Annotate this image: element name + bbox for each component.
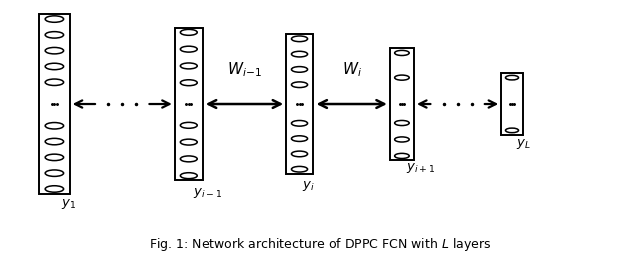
Circle shape <box>180 173 197 179</box>
Circle shape <box>45 16 63 22</box>
Text: $W_{i\!-\!1}$: $W_{i\!-\!1}$ <box>227 61 262 79</box>
Text: $y_i$: $y_i$ <box>302 179 315 193</box>
Circle shape <box>180 80 197 86</box>
Circle shape <box>180 63 197 69</box>
Circle shape <box>45 32 63 38</box>
Bar <box>501 73 523 135</box>
Circle shape <box>45 138 63 145</box>
Circle shape <box>291 67 308 72</box>
Bar <box>286 34 313 174</box>
Text: $y_{i-1}$: $y_{i-1}$ <box>193 186 223 200</box>
Circle shape <box>395 137 409 142</box>
Circle shape <box>180 139 197 145</box>
Circle shape <box>395 50 409 55</box>
Circle shape <box>45 63 63 70</box>
Circle shape <box>45 154 63 161</box>
Circle shape <box>291 36 308 42</box>
Circle shape <box>506 75 518 80</box>
Bar <box>39 14 70 194</box>
Circle shape <box>291 136 308 142</box>
Circle shape <box>395 153 409 158</box>
Circle shape <box>291 51 308 57</box>
Circle shape <box>291 82 308 88</box>
Circle shape <box>291 120 308 126</box>
Circle shape <box>180 122 197 128</box>
Circle shape <box>506 128 518 133</box>
Circle shape <box>45 122 63 129</box>
Text: $y_L$: $y_L$ <box>516 136 531 150</box>
Circle shape <box>395 75 409 80</box>
Circle shape <box>45 170 63 176</box>
Circle shape <box>291 151 308 157</box>
Circle shape <box>180 46 197 52</box>
Circle shape <box>180 29 197 35</box>
Text: Fig. 1: Network architecture of DPPC FCN with $L$ layers: Fig. 1: Network architecture of DPPC FCN… <box>149 237 491 253</box>
Text: $y_1$: $y_1$ <box>61 197 76 211</box>
Circle shape <box>291 166 308 172</box>
Circle shape <box>180 156 197 162</box>
Circle shape <box>395 120 409 126</box>
Bar <box>390 48 414 160</box>
Text: $W_i$: $W_i$ <box>342 61 362 79</box>
Circle shape <box>45 79 63 86</box>
Circle shape <box>45 48 63 54</box>
Text: $y_{i+1}$: $y_{i+1}$ <box>406 161 435 175</box>
Circle shape <box>45 186 63 192</box>
Bar <box>175 28 203 180</box>
